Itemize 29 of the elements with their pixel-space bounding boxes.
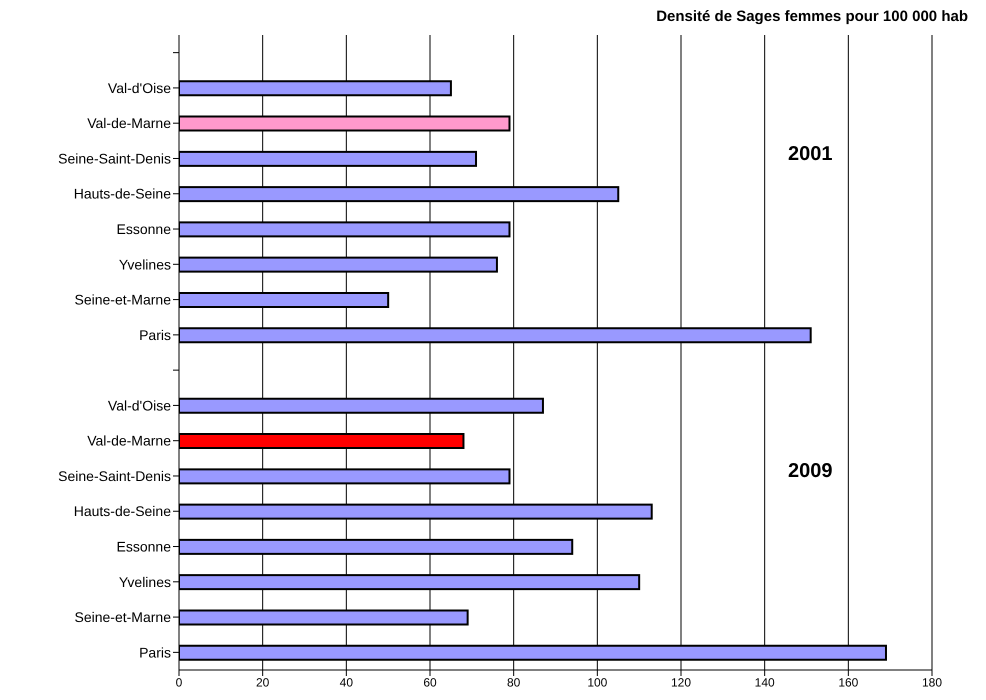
y-tick-label: Paris [139,326,171,343]
y-tick-label: Seine-Saint-Denis [58,468,171,484]
annotation: 2001 [788,142,832,166]
y-tick-label: Seine-et-Marne [74,292,172,308]
x-tick-label: 20 [256,676,270,690]
x-tick-label: 160 [838,676,859,690]
x-tick-label: 80 [506,676,521,690]
y-tick-label: Seine-et-Marne [74,609,172,626]
y-tick-label: Hauts-de-Seine [74,186,172,202]
y-tick-label: Essonne [116,538,172,554]
y-tick-label: Val-de-Marne [87,115,172,132]
y-tick-label: Yvelines [118,574,171,590]
y-tick-label: Hauts-de-Seine [74,503,172,520]
x-tick-label: 140 [754,676,775,690]
x-tick-label: 120 [670,676,692,690]
y-tick-label: Val-d'Oise [108,397,172,414]
chart-title: Densité de Sages femmes pour 100 000 hab [656,8,968,25]
x-tick-label: 180 [922,676,942,690]
x-tick-label: 60 [423,676,437,690]
y-tick-label: Val-d'Oise [108,80,172,96]
y-tick-label: Yvelines [118,256,171,272]
y-tick-label: Paris [139,644,171,660]
x-tick-label: 0 [176,676,183,690]
x-tick-label: 40 [340,676,354,690]
x-tick-label: 100 [587,676,608,690]
y-tick-label: Seine-Saint-Denis [58,150,171,166]
y-tick-label: Val-de-Marne [87,432,172,449]
annotation: 2009 [788,460,832,484]
y-tick-label: Essonne [116,221,172,237]
